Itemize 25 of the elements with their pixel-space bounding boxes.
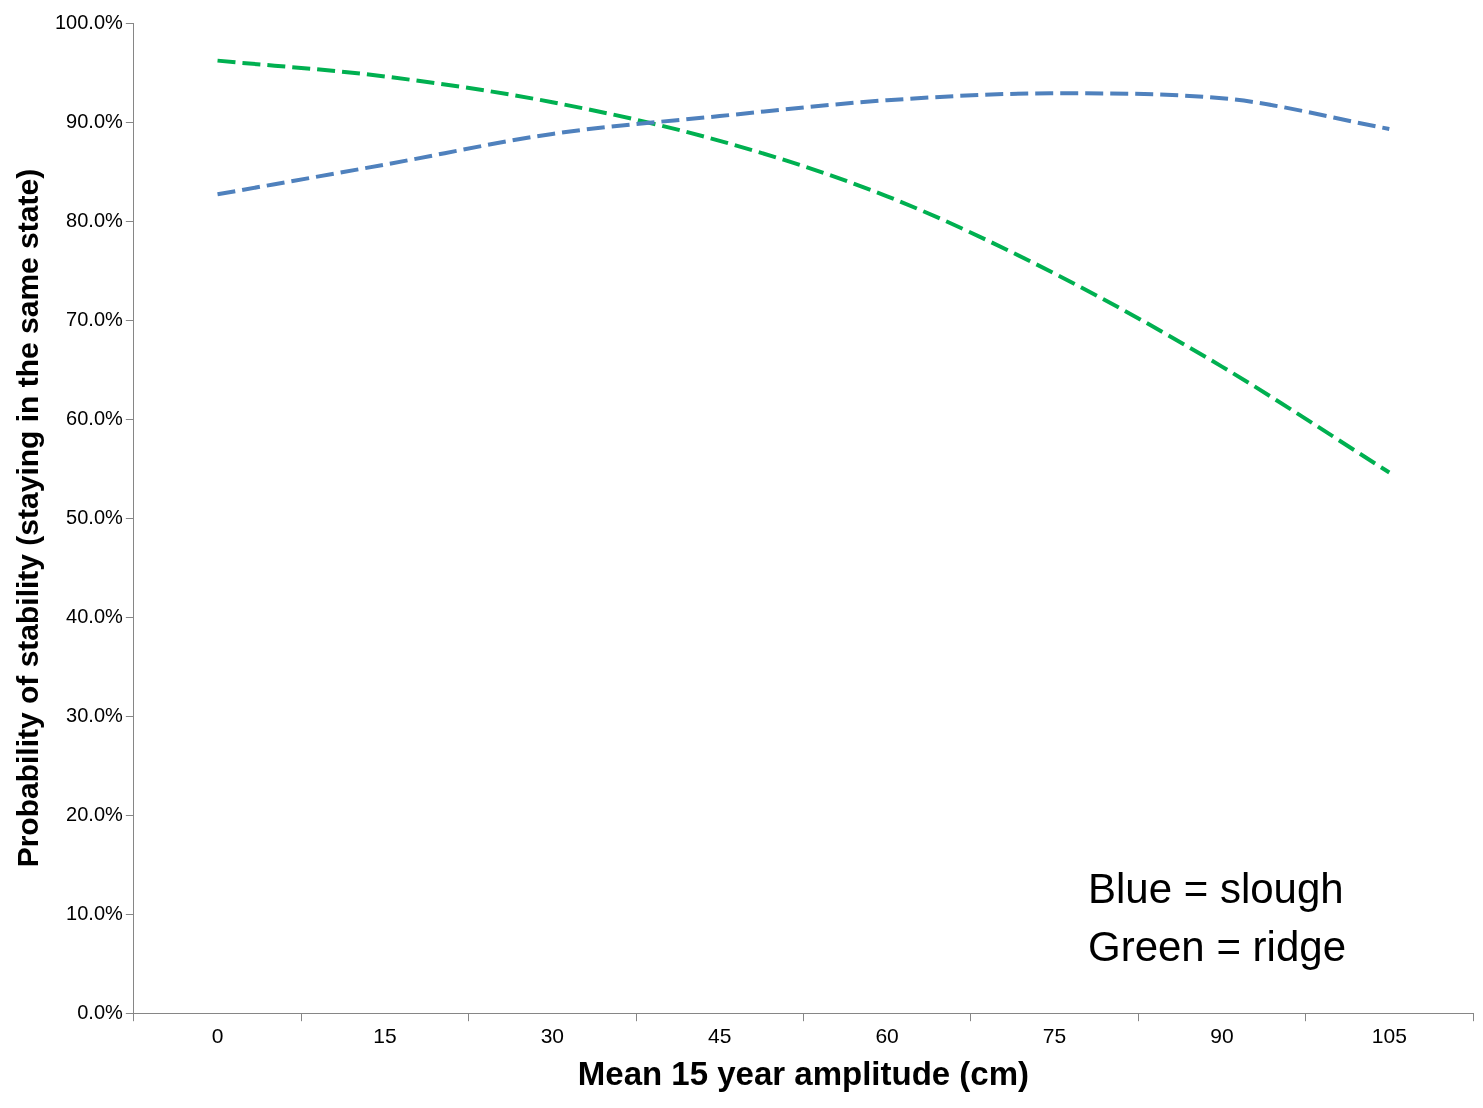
- y-tick-label: 20.0%: [66, 802, 124, 825]
- x-tick-label: 0: [211, 1023, 224, 1047]
- y-tick-label: 50.0%: [66, 505, 124, 528]
- annotation: Green = ridge: [1088, 923, 1346, 971]
- x-tick-label: 15: [373, 1023, 397, 1047]
- x-tick-label: 45: [708, 1023, 732, 1047]
- line-series: [215, 91, 1392, 197]
- x-axis-title: Mean 15 year amplitude (cm): [577, 1055, 1029, 1093]
- y-tick-label: 70.0%: [66, 307, 124, 330]
- x-tick-label: 75: [1042, 1023, 1067, 1047]
- y-tick-label: 0.0%: [77, 1000, 124, 1023]
- y-tick-label: 80.0%: [66, 208, 124, 231]
- x-tick-label: 60: [875, 1023, 899, 1047]
- y-tick-label: 40.0%: [66, 604, 124, 627]
- line-series: [215, 58, 1392, 475]
- y-tick-label: 60.0%: [66, 406, 124, 429]
- y-tick-label: 100.0%: [54, 10, 124, 33]
- x-tick-label: 30: [540, 1023, 564, 1047]
- y-tick-label: 30.0%: [66, 703, 124, 726]
- y-tick-label: 10.0%: [66, 901, 124, 924]
- x-tick-label: 105: [1371, 1023, 1407, 1047]
- x-tick-label: 90: [1210, 1023, 1234, 1047]
- y-axis-title: Probability of stability (staying in the same state): [11, 168, 45, 868]
- annotation: Blue = slough: [1088, 865, 1344, 913]
- y-tick-label: 90.0%: [66, 109, 124, 132]
